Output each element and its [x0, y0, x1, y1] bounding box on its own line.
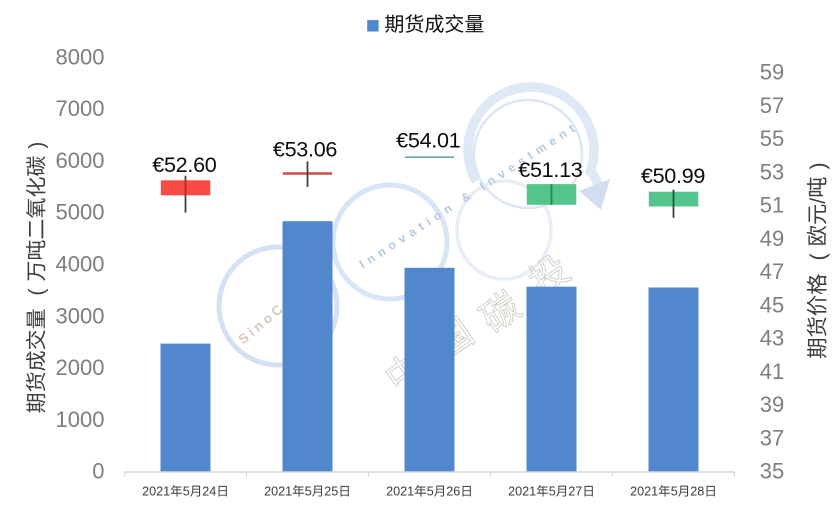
svg-text:27: 27 — [568, 485, 582, 499]
svg-text:37: 37 — [760, 425, 784, 450]
svg-text:43: 43 — [760, 326, 784, 351]
svg-text:1000: 1000 — [56, 407, 105, 432]
svg-text:/: / — [806, 198, 830, 204]
svg-text:49: 49 — [760, 226, 784, 251]
svg-text:6000: 6000 — [56, 148, 105, 173]
svg-text:2000: 2000 — [56, 355, 105, 380]
svg-text:53: 53 — [760, 159, 784, 184]
svg-text:): ) — [806, 162, 830, 169]
svg-text:7000: 7000 — [56, 96, 105, 121]
svg-text:€53.06: €53.06 — [273, 137, 338, 162]
svg-text:2021: 2021 — [142, 485, 170, 499]
svg-text:€52.60: €52.60 — [152, 152, 217, 177]
svg-text:€51.13: €51.13 — [518, 157, 583, 182]
svg-text:28: 28 — [690, 485, 704, 499]
svg-text:(: ( — [806, 253, 830, 260]
svg-text:): ) — [26, 142, 49, 149]
svg-text:€50.99: €50.99 — [641, 163, 705, 188]
svg-text:57: 57 — [760, 93, 784, 118]
svg-text:2021: 2021 — [264, 485, 292, 499]
svg-text:55: 55 — [760, 126, 784, 151]
svg-text:39: 39 — [760, 392, 784, 417]
svg-text:51: 51 — [760, 193, 784, 218]
svg-text:(: ( — [26, 289, 49, 296]
svg-text:59: 59 — [760, 60, 784, 85]
svg-text:5: 5 — [671, 485, 678, 499]
svg-text:25: 25 — [324, 485, 338, 499]
svg-text:41: 41 — [760, 359, 784, 384]
svg-text:24: 24 — [202, 485, 216, 499]
svg-text:26: 26 — [446, 485, 460, 499]
svg-text:5: 5 — [549, 485, 556, 499]
svg-text:47: 47 — [760, 259, 784, 284]
svg-text:5: 5 — [427, 485, 434, 499]
svg-text:5: 5 — [183, 485, 190, 499]
svg-text:5: 5 — [305, 485, 312, 499]
svg-text:0: 0 — [92, 459, 104, 484]
svg-text:5000: 5000 — [56, 200, 105, 225]
svg-text:€54.01: €54.01 — [396, 128, 460, 153]
svg-text:4000: 4000 — [56, 252, 105, 277]
svg-text:8000: 8000 — [56, 44, 105, 69]
svg-text:3000: 3000 — [56, 303, 105, 328]
svg-text:35: 35 — [760, 459, 784, 484]
svg-text:2021: 2021 — [508, 485, 536, 499]
svg-text:2021: 2021 — [386, 485, 414, 499]
svg-text:2021: 2021 — [630, 485, 658, 499]
svg-text:45: 45 — [760, 292, 784, 317]
